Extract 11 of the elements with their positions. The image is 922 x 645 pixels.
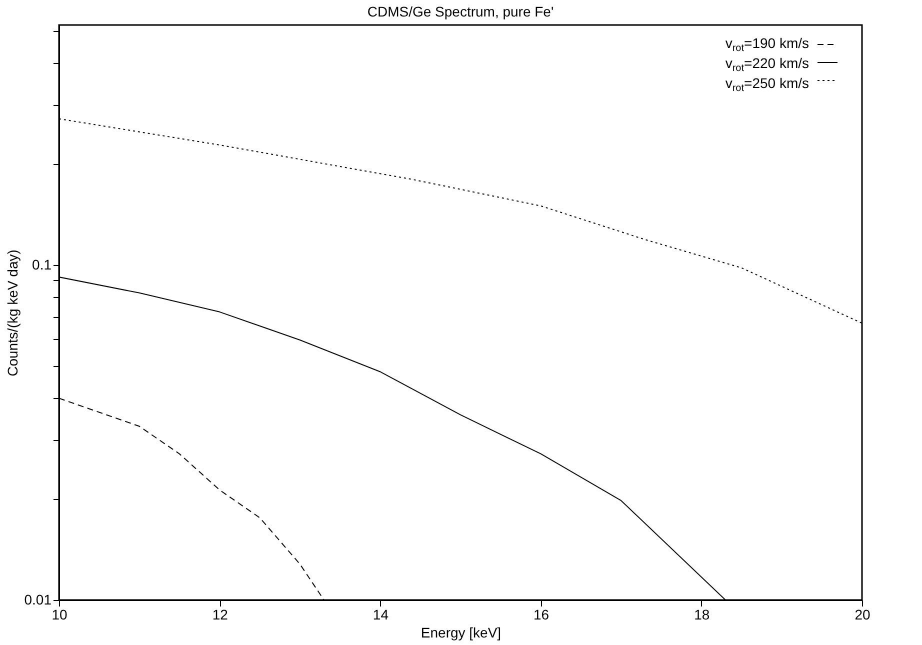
x-tick-label: 18 (694, 606, 710, 622)
x-tick-label: 20 (854, 606, 870, 622)
chart-title: CDMS/Ge Spectrum, pure Fe' (367, 4, 554, 20)
x-tick-label: 12 (212, 606, 228, 622)
y-tick-label: 0.1 (32, 256, 52, 272)
y-tick-label: 0.01 (24, 592, 52, 608)
x-tick-label: 10 (52, 606, 68, 622)
x-tick-label: 14 (372, 606, 389, 622)
x-axis-title: Energy [keV] (420, 624, 502, 640)
y-axis-title: Counts/(kg keV day) (4, 250, 20, 376)
x-tick-label: 16 (534, 606, 550, 622)
